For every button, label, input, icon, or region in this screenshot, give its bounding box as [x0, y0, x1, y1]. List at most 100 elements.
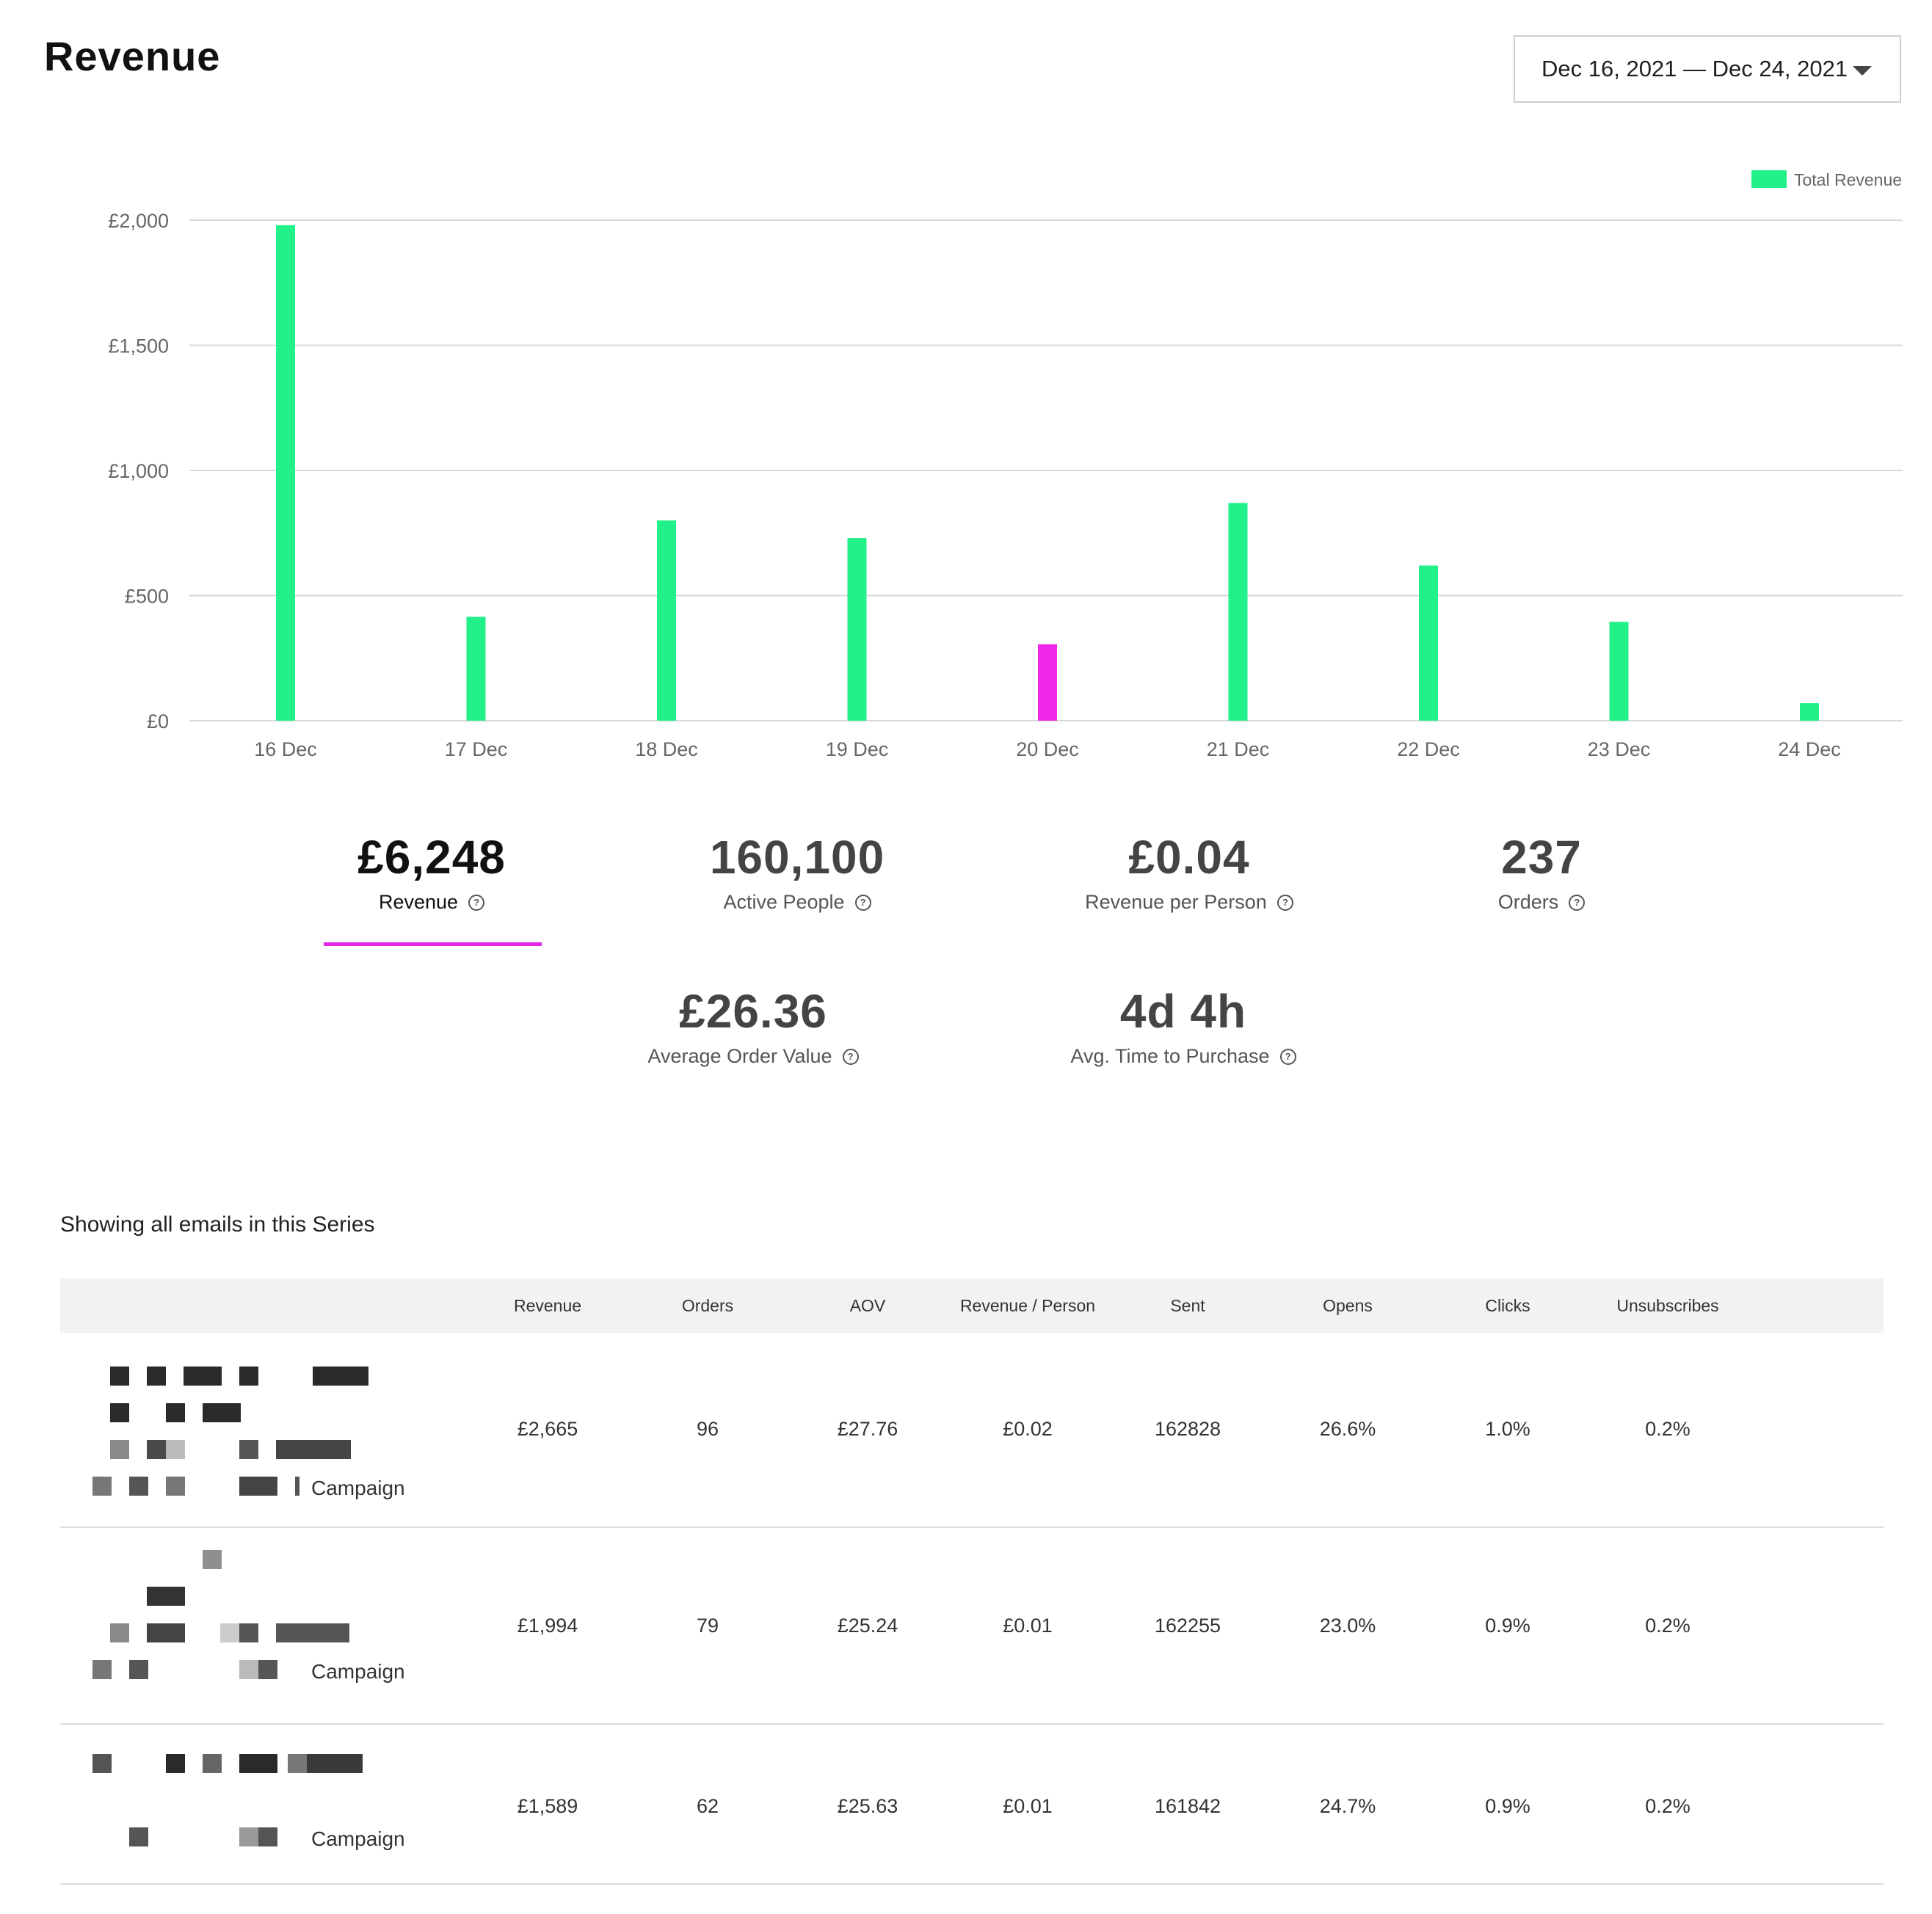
- bar: [1228, 503, 1248, 721]
- bar: [1609, 622, 1629, 721]
- redacted-block: [239, 1754, 277, 1773]
- bar: [847, 538, 867, 721]
- cell-clicks: 1.0%: [1485, 1418, 1530, 1440]
- redacted-block: [295, 1477, 299, 1496]
- y-tick-label: £0: [147, 710, 169, 732]
- redacted-block: [203, 1754, 222, 1773]
- redacted-block: [276, 1623, 349, 1642]
- kpi-revenue[interactable]: £6,248 Revenue?: [277, 829, 586, 914]
- cell-orders: 79: [696, 1615, 719, 1637]
- kpi-orders[interactable]: 237 Orders?: [1387, 829, 1696, 914]
- date-range-text: Dec 16, 2021 — Dec 24, 2021: [1541, 56, 1848, 81]
- revenue-bar-chart: £0 £500 £1,000 £1,500 £2,000 16 Dec 17 Dec 18 D…: [108, 170, 1903, 760]
- page-title: Revenue: [44, 33, 221, 79]
- redacted-block: [147, 1587, 185, 1606]
- email-name-redacted[interactable]: Campaign: [60, 1725, 471, 1883]
- redacted-block: [129, 1477, 148, 1496]
- redacted-block: [239, 1660, 258, 1679]
- x-tick-label: 17 Dec: [445, 738, 508, 760]
- legend-label: Total Revenue: [1794, 170, 1902, 189]
- table-header: Revenue Orders AOV Revenue / Person Sent…: [60, 1278, 1884, 1333]
- col-header-clicks[interactable]: Clicks: [1485, 1296, 1530, 1315]
- x-tick-label: 19 Dec: [826, 738, 889, 760]
- kpi-revenue-per-person[interactable]: £0.04 Revenue per Person?: [1035, 829, 1343, 914]
- emails-table: Revenue Orders AOV Revenue / Person Sent…: [60, 1278, 1884, 1885]
- chevron-down-icon: [1853, 66, 1872, 76]
- help-icon[interactable]: ?: [1569, 894, 1586, 911]
- help-icon[interactable]: ?: [842, 1048, 859, 1065]
- kpi-avg-time-to-purchase[interactable]: 4d 4h Avg. Time to Purchase?: [1029, 983, 1337, 1068]
- redacted-block: [92, 1754, 112, 1773]
- redacted-block: [258, 1660, 277, 1679]
- cell-sent: 162828: [1154, 1418, 1221, 1440]
- col-header-revenue[interactable]: Revenue: [513, 1296, 582, 1315]
- kpi-orders-label: Orders: [1497, 891, 1559, 913]
- bar: [276, 225, 295, 721]
- redacted-block: [147, 1367, 166, 1386]
- cell-unsubscribes: 0.2%: [1645, 1418, 1690, 1440]
- cell-opens: 26.6%: [1319, 1418, 1376, 1440]
- table-row[interactable]: Campaign £2,665 96 £27.76 £0.02 162828 2…: [60, 1333, 1884, 1528]
- x-tick-label: 18 Dec: [635, 738, 698, 760]
- cell-revenue-per-person: £0.02: [1003, 1418, 1053, 1440]
- x-tick-label: 20 Dec: [1016, 738, 1079, 760]
- kpi-revenue-value: £6,248: [357, 831, 506, 884]
- bar: [657, 520, 676, 721]
- redacted-block: [129, 1660, 148, 1679]
- redacted-block: [166, 1440, 185, 1459]
- redacted-block: [166, 1477, 185, 1496]
- col-header-sent[interactable]: Sent: [1170, 1296, 1205, 1315]
- kpi-active-people-label: Active People: [723, 891, 845, 913]
- help-icon[interactable]: ?: [1276, 894, 1293, 911]
- email-name-redacted[interactable]: Campaign: [60, 1333, 471, 1527]
- redacted-block: [276, 1440, 351, 1459]
- redacted-block: [239, 1623, 258, 1642]
- x-tick-label: 24 Dec: [1778, 738, 1841, 760]
- help-icon[interactable]: ?: [1279, 1048, 1296, 1065]
- table-row[interactable]: Campaign £1,589 62 £25.63 £0.01 161842 2…: [60, 1725, 1884, 1885]
- redacted-block: [110, 1623, 129, 1642]
- campaign-label: Campaign: [311, 1660, 405, 1683]
- help-icon[interactable]: ?: [854, 894, 871, 911]
- kpi-aov-value: £26.36: [679, 985, 827, 1038]
- series-caption: Showing all emails in this Series: [60, 1212, 375, 1237]
- cell-revenue: £1,994: [517, 1615, 578, 1637]
- redacted-block: [220, 1623, 239, 1642]
- email-name-redacted[interactable]: Campaign: [60, 1528, 471, 1723]
- kpi-revenue-label: Revenue: [378, 891, 459, 913]
- redacted-block: [288, 1754, 307, 1773]
- y-tick-label: £500: [125, 586, 169, 608]
- bar: [1800, 703, 1819, 721]
- cell-aov: £25.24: [837, 1615, 898, 1637]
- cell-aov: £27.76: [837, 1418, 898, 1440]
- y-tick-label: £1,000: [108, 460, 169, 482]
- help-icon[interactable]: ?: [468, 894, 485, 911]
- redacted-block: [239, 1367, 258, 1386]
- kpi-active-people[interactable]: 160,100 Active People?: [643, 829, 951, 914]
- cell-aov: £25.63: [837, 1795, 898, 1817]
- kpi-average-order-value[interactable]: £26.36 Average Order Value?: [599, 983, 907, 1068]
- bar: [466, 616, 486, 721]
- cell-opens: 24.7%: [1319, 1795, 1376, 1817]
- col-header-aov[interactable]: AOV: [849, 1296, 886, 1315]
- cell-orders: 96: [696, 1418, 719, 1440]
- kpi-time-label: Avg. Time to Purchase: [1070, 1045, 1270, 1067]
- cell-unsubscribes: 0.2%: [1645, 1795, 1690, 1817]
- redacted-block: [258, 1827, 277, 1846]
- date-range-picker[interactable]: Dec 16, 2021 — Dec 24, 2021: [1514, 35, 1901, 103]
- redacted-block: [92, 1660, 112, 1679]
- cell-sent: 161842: [1154, 1795, 1221, 1817]
- col-header-revenue-per-person[interactable]: Revenue / Person: [959, 1296, 1096, 1315]
- cell-orders: 62: [696, 1795, 719, 1817]
- x-tick-label: 23 Dec: [1588, 738, 1651, 760]
- x-tick-label: 21 Dec: [1207, 738, 1270, 760]
- y-tick-label: £1,500: [108, 335, 169, 357]
- table-row[interactable]: Campaign £1,994 79 £25.24 £0.01 162255 2…: [60, 1528, 1884, 1725]
- redacted-block: [166, 1403, 185, 1422]
- cell-revenue: £2,665: [517, 1418, 578, 1440]
- cell-clicks: 0.9%: [1485, 1795, 1530, 1817]
- col-header-unsubscribes[interactable]: Unsubscribes: [1616, 1296, 1719, 1315]
- col-header-opens[interactable]: Opens: [1323, 1296, 1373, 1315]
- redacted-block: [203, 1550, 222, 1569]
- col-header-orders[interactable]: Orders: [681, 1296, 734, 1315]
